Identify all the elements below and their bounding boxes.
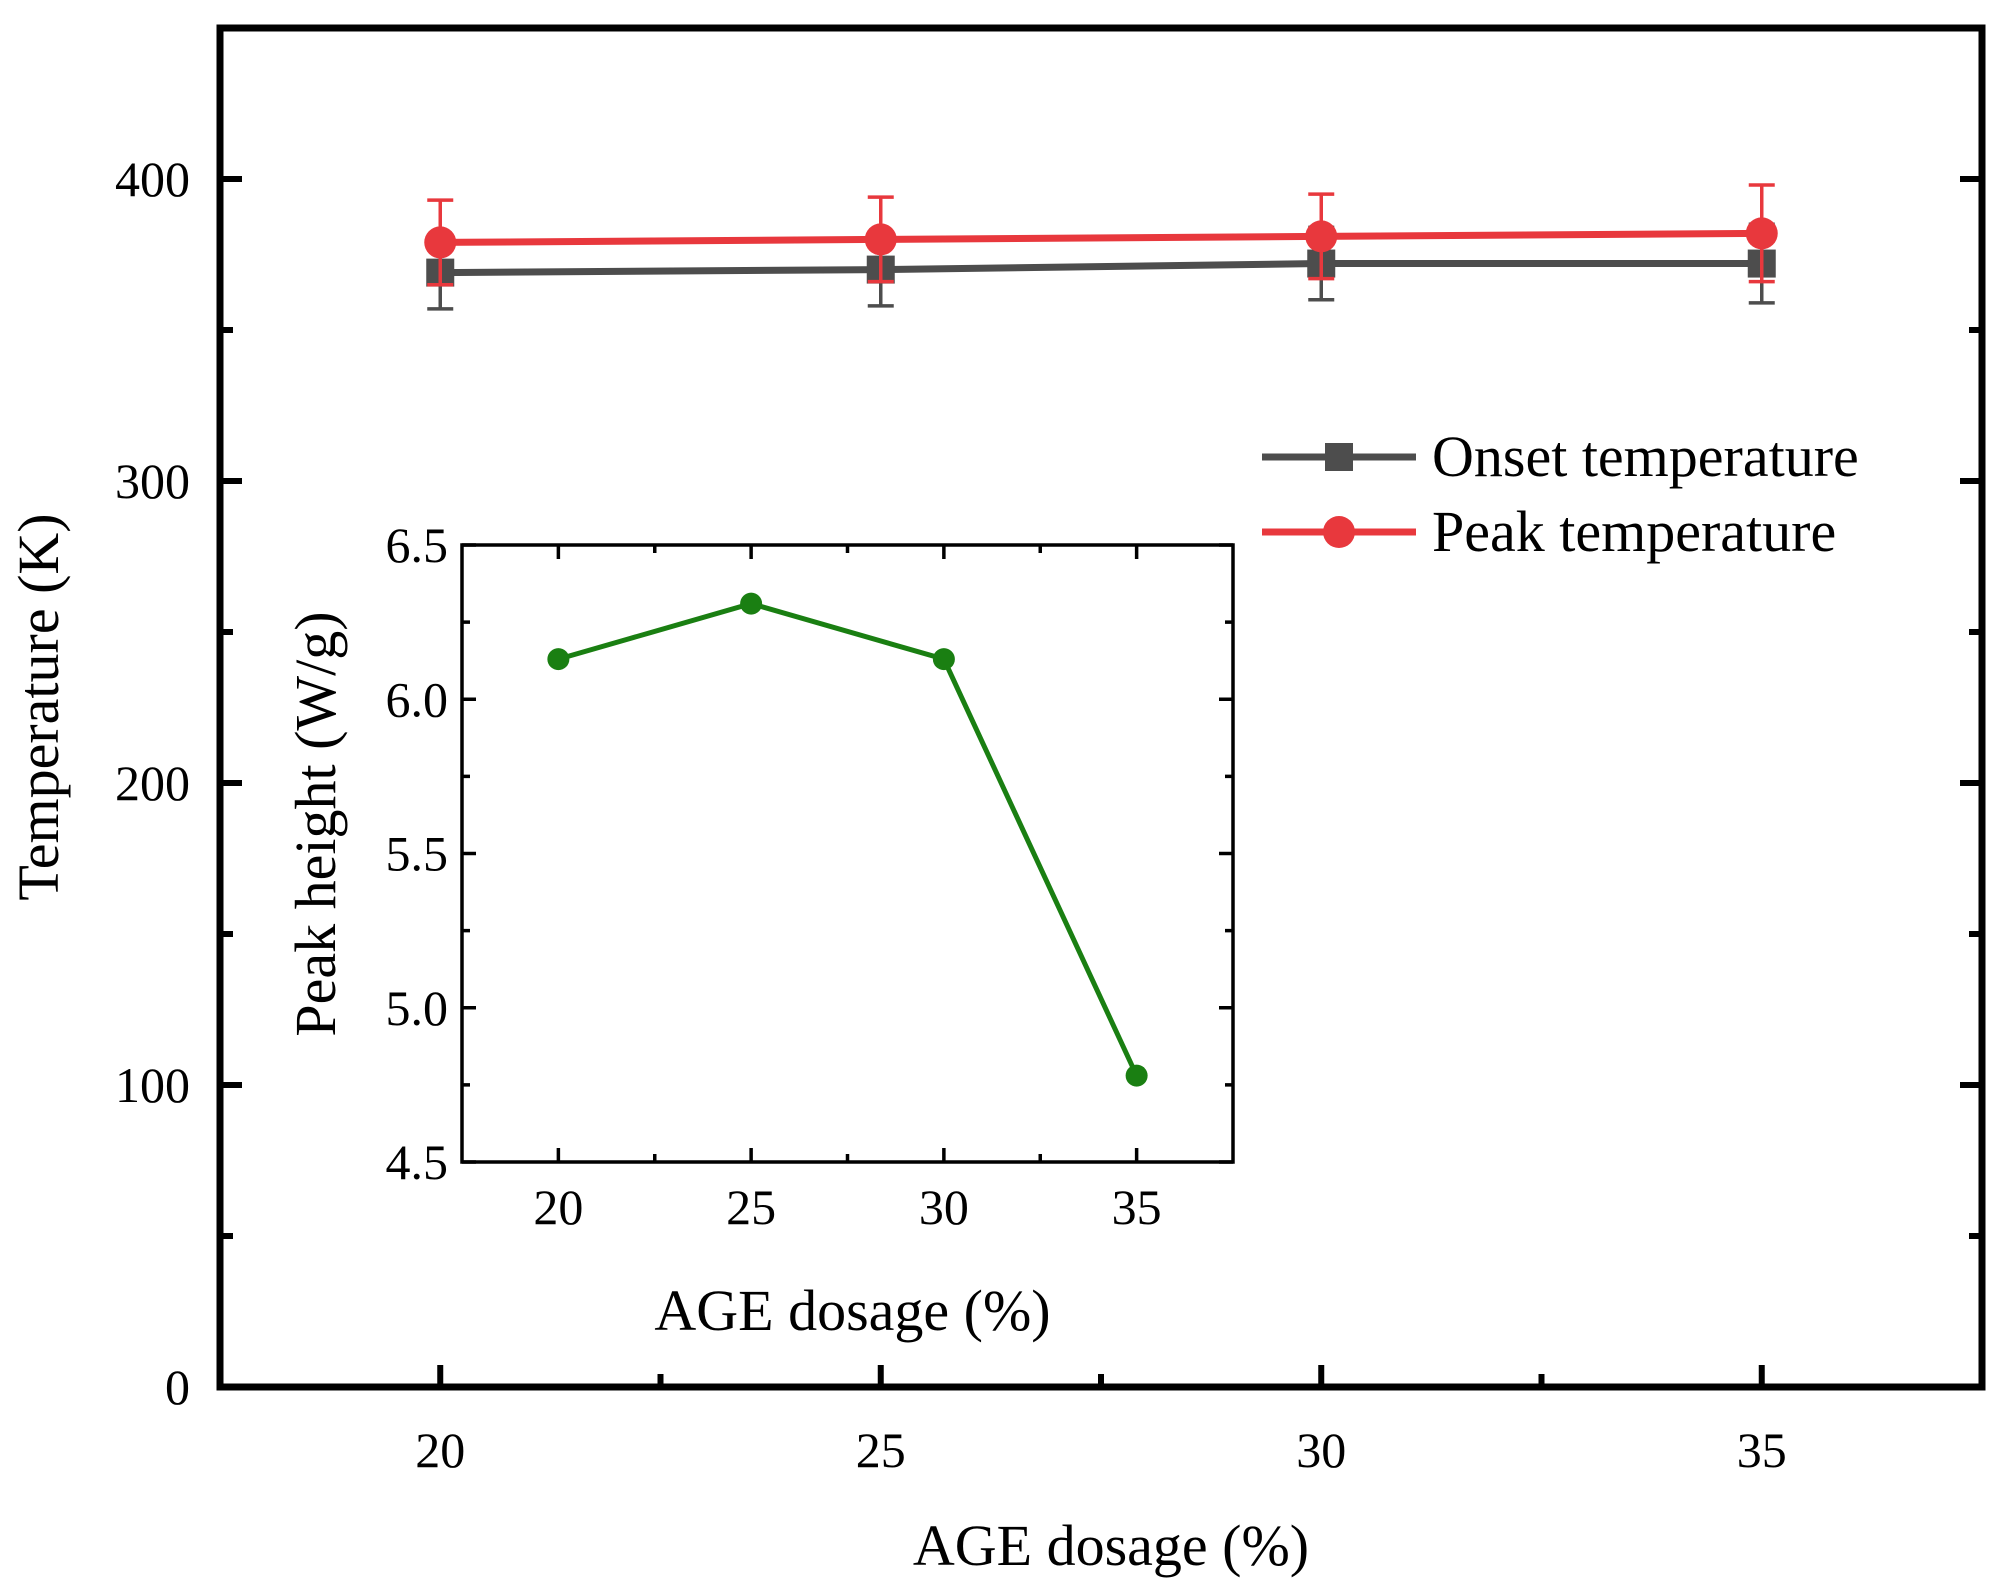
inset-y-tick-label: 4.5 [386,1134,449,1190]
inset-x-axis-title: AGE dosage (%) [654,1278,1050,1343]
inset-data-point [1125,1064,1148,1087]
y-tick-label: 400 [115,151,190,207]
data-point-circle [1745,217,1778,250]
inset-chart: 4.5 5.0 5.5 6.0 6.5 20 25 30 35 AGE dosage (%) Pea… [283,517,1235,1343]
inset-y-axis-title: Peak height (W/g) [283,611,348,1036]
series-line [440,229,1762,246]
x-axis-title: AGE dosage (%) [913,1513,1309,1578]
inset-y-tick-label: 5.0 [386,980,449,1036]
y-axis-title: Temperature (K) [6,513,71,900]
y-tick-label: 100 [115,1057,190,1113]
inset-y-tick-label: 6.0 [386,671,449,727]
inset-series-line [557,601,1139,1077]
inset-data-point [932,648,955,671]
inset-x-tick-label: 25 [726,1179,776,1235]
inset-data-point [547,648,570,671]
y-tick-label: 300 [115,453,190,509]
inset-x-tick-label: 30 [919,1179,969,1235]
inset-data-point [740,592,763,615]
x-tick-label: 35 [1737,1422,1787,1478]
x-tick-label: 25 [856,1422,906,1478]
inset-frame [460,543,1235,1164]
legend-label: Peak temperature [1432,499,1836,564]
x-tick-label: 20 [415,1422,465,1478]
inset-x-tick-label: 20 [533,1179,583,1235]
data-point-circle [1305,220,1338,253]
inset-series-peak-height [547,592,1148,1087]
y-tick-label: 0 [165,1359,190,1415]
data-point-circle [424,226,457,259]
legend-label: Onset temperature [1432,424,1859,489]
inset-y-tick-label: 6.5 [386,517,449,573]
legend-marker-circle [1323,516,1355,548]
inset-x-tick-label: 35 [1112,1179,1162,1235]
inset-y-tick-label: 5.5 [386,826,449,882]
main-chart: 0 100 200 300 400 20 25 30 35 AGE dosage (%) Tempe… [6,24,1986,1578]
x-tick-label: 30 [1296,1422,1346,1478]
data-point-circle [864,223,897,256]
series-line [440,260,1762,277]
y-tick-label: 200 [115,755,190,811]
series-peak [424,183,1778,287]
legend-marker-square [1325,443,1353,471]
legend: Onset temperature Peak temperature [1262,424,1859,564]
